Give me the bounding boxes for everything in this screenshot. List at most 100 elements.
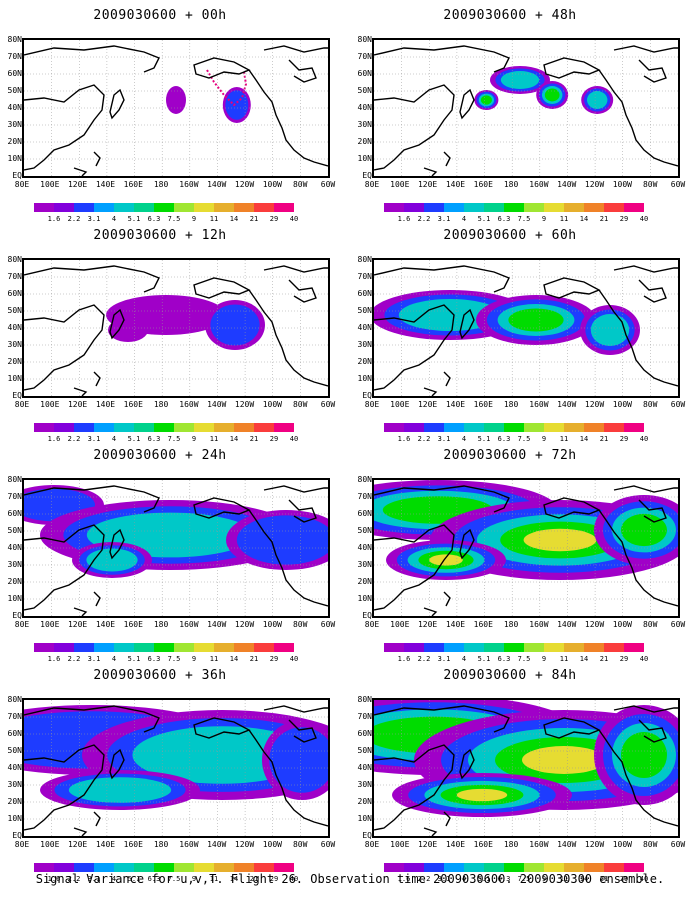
colorbar-label: 7.5: [517, 655, 531, 663]
lon-label: 140W: [207, 180, 227, 189]
lat-label: 40N: [7, 324, 22, 332]
colorbar-label: 7.5: [167, 655, 181, 663]
colorbar-label: 1.6: [47, 655, 61, 663]
colorbar-swatch: [404, 423, 424, 432]
colorbar-label: 6.3: [147, 875, 161, 883]
colorbar-swatch: [214, 643, 234, 652]
coastline: [73, 371, 101, 396]
colorbar-swatch: [274, 643, 294, 652]
variance-contour: [108, 318, 148, 342]
colorbar-swatch: [584, 643, 604, 652]
coastline: [459, 308, 475, 340]
colorbar-swatch: [74, 643, 94, 652]
lon-label: 180: [503, 620, 519, 629]
colorbar-swatch: [584, 423, 604, 432]
colorbar-swatch: [254, 643, 274, 652]
map-panel: 2009030600 + 00h 80N 70N 60N 50N 40N 30N 20N 10N…: [0, 8, 336, 223]
lon-label: 140W: [557, 840, 577, 849]
colorbar-swatch: [174, 203, 194, 212]
colorbar-label: 4: [111, 435, 117, 443]
colorbar-label: 21: [599, 435, 609, 443]
map-plot: [374, 480, 678, 616]
lat-label: 60N: [7, 290, 22, 298]
colorbar-label: 40: [289, 655, 299, 663]
figure-caption: Signal Variance for u,v,T. Flight 26. Ob…: [35, 872, 665, 886]
colorbar: [34, 423, 294, 432]
colorbar-swatch: [524, 203, 544, 212]
colorbar-swatch: [504, 203, 524, 212]
colorbar-label: 7.5: [517, 875, 531, 883]
coastline: [109, 88, 125, 120]
lat-label: 50N: [7, 307, 22, 315]
colorbar-swatch: [194, 643, 214, 652]
colorbar-label: 21: [599, 875, 609, 883]
colorbar-label: 4: [111, 875, 117, 883]
coastline: [109, 748, 125, 780]
colorbar-swatch: [54, 203, 74, 212]
lon-label: 120W: [234, 620, 255, 629]
colorbar-swatch: [114, 203, 134, 212]
colorbar-label: 11: [559, 875, 569, 883]
colorbar-label: 21: [249, 655, 259, 663]
lon-label: 140E: [95, 620, 116, 629]
lat-label: 40N: [7, 544, 22, 552]
lat-label: 50N: [357, 87, 372, 95]
colorbar-label: 14: [229, 215, 239, 223]
variance-contour: [429, 554, 463, 566]
coastline: [543, 57, 601, 79]
variance-contour: [522, 746, 606, 774]
colorbar-swatch: [624, 643, 644, 652]
variance-contour: [621, 732, 667, 778]
colorbar-label: 14: [579, 215, 589, 223]
lat-label: 60N: [357, 510, 372, 518]
lon-label: 120E: [417, 840, 438, 849]
colorbar-swatch: [484, 643, 504, 652]
map-panel: 2009030600 + 60h 80N 70N 60N 50N 40N 30N 20N 10N…: [350, 228, 686, 443]
colorbar-swatch: [74, 423, 94, 432]
lon-label: 160E: [473, 400, 493, 409]
colorbar-swatch: [464, 423, 484, 432]
coastline: [613, 265, 678, 303]
lon-label: 100E: [40, 620, 60, 629]
colorbar-label: 2.2: [67, 875, 81, 883]
colorbar-label: 1.6: [397, 215, 411, 223]
colorbar-label: 6.3: [497, 655, 511, 663]
lon-label: 140E: [445, 180, 466, 189]
lat-label: 10N: [7, 375, 22, 383]
colorbar-swatch: [504, 863, 524, 872]
lon-label: 80W: [642, 180, 658, 189]
colorbar-label: 29: [269, 875, 279, 883]
lon-label: 180: [153, 400, 169, 409]
colorbar-swatch: [384, 643, 404, 652]
lon-label: 140W: [207, 840, 227, 849]
colorbar-label: 9: [191, 875, 197, 883]
lon-label: 100W: [262, 400, 282, 409]
colorbar-swatch: [444, 423, 464, 432]
colorbar-swatch: [604, 203, 624, 212]
coastline: [423, 371, 451, 396]
coastline: [598, 729, 678, 827]
lon-label: 160E: [473, 180, 493, 189]
map-panel: 2009030600 + 48h 80N 70N 60N 50N 40N 30N 20N 10N…: [350, 8, 686, 223]
lat-label: 30N: [357, 341, 372, 349]
lat-label: 40N: [357, 544, 372, 552]
variance-contour: [544, 88, 560, 102]
coastline: [613, 485, 678, 523]
lat-label: EQ: [12, 172, 22, 180]
colorbar-swatch: [194, 423, 214, 432]
colorbar-label: 3.1: [437, 215, 451, 223]
lat-label: EQ: [12, 612, 22, 620]
map-frame: [372, 698, 680, 838]
coastline: [423, 151, 451, 176]
colorbar-label: 9: [541, 655, 547, 663]
map-frame: [22, 698, 330, 838]
colorbar-label: 29: [619, 215, 629, 223]
coastline: [423, 811, 451, 836]
map-frame: [372, 258, 680, 398]
colorbar-swatch: [54, 863, 74, 872]
colorbar-label: 29: [619, 655, 629, 663]
colorbar-swatch: [174, 643, 194, 652]
colorbar-swatch: [234, 203, 254, 212]
lon-label: 140W: [557, 400, 577, 409]
colorbar-label: 29: [619, 435, 629, 443]
